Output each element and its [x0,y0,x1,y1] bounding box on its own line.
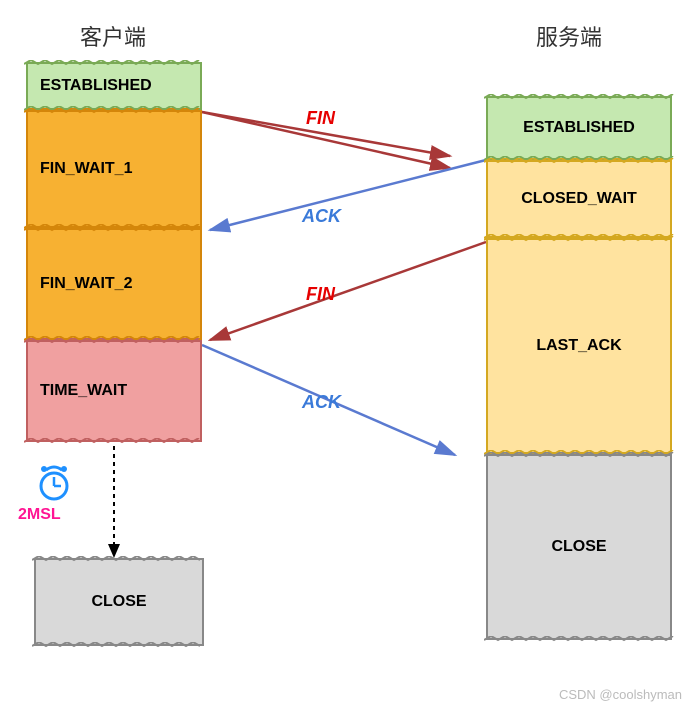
timer-2msl-label: 2MSL [18,506,61,524]
server-state-last_ack: LAST_ACK [486,238,672,454]
server-state-close: CLOSE [486,454,672,640]
server-state-closed_wait: CLOSED_WAIT [486,160,672,238]
message-label-ack: ACK [302,206,341,227]
timer-clock-icon [36,462,72,502]
client-title: 客户端 [80,20,146,52]
client-state-close: CLOSE [34,558,204,646]
watermark-text: CSDN @coolshyman [559,687,682,702]
server-state-established: ESTABLISHED [486,96,672,160]
message-arrow [210,160,486,230]
message-arrow [210,242,486,340]
server-title: 服务端 [536,20,602,52]
message-label-ack: ACK [302,392,341,413]
client-state-time_wait: TIME_WAIT [26,340,202,442]
message-label-fin: FIN [306,108,335,129]
client-state-fin_wait_1: FIN_WAIT_1 [26,110,202,228]
client-state-established: ESTABLISHED [26,62,202,110]
message-label-fin: FIN [306,284,335,305]
client-state-fin_wait_2: FIN_WAIT_2 [26,228,202,340]
